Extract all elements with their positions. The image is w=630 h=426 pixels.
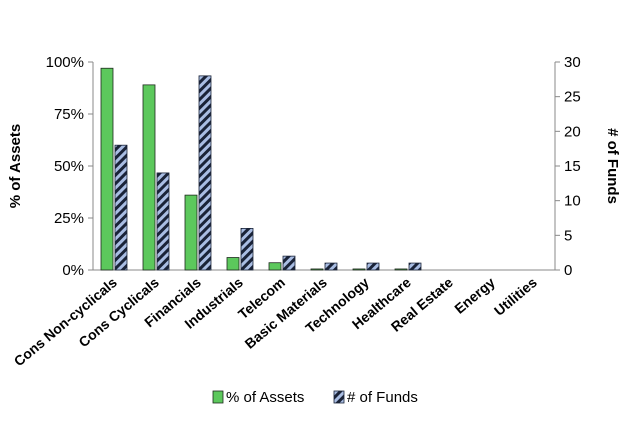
- left-tick-label: 100%: [46, 54, 84, 71]
- right-tick-label: 15: [564, 158, 581, 175]
- right-tick-label: 20: [564, 123, 581, 140]
- bar-funds: [408, 262, 422, 271]
- bar-assets: [100, 67, 114, 271]
- category-label: Energy: [451, 274, 498, 317]
- bar-funds: [366, 262, 380, 271]
- bar-assets: [226, 257, 240, 271]
- bar-assets: [394, 268, 408, 271]
- left-tick-label: 0%: [62, 262, 84, 279]
- right-axis-title: # of Funds: [604, 128, 621, 204]
- right-tick-label: 5: [564, 227, 572, 244]
- legend-label-funds: # of Funds: [347, 389, 418, 406]
- bar-funds: [240, 227, 254, 271]
- category-label: Utilities: [491, 274, 540, 319]
- legend: % of Assets # of Funds: [212, 389, 418, 406]
- bar-assets: [142, 84, 156, 271]
- legend-label-assets: % of Assets: [226, 389, 304, 406]
- legend-swatch-assets: [212, 390, 224, 404]
- legend-swatch-funds: [333, 390, 345, 404]
- bar-funds: [198, 75, 212, 271]
- axes-layer: [88, 61, 560, 271]
- left-tick-label: 25%: [54, 210, 84, 227]
- bar-assets: [268, 262, 282, 271]
- bars-layer: [100, 67, 422, 271]
- bar-funds: [156, 172, 170, 271]
- bar-assets: [352, 268, 366, 271]
- right-tick-label: 25: [564, 89, 581, 106]
- bar-funds: [282, 255, 296, 271]
- left-tick-label: 50%: [54, 158, 84, 175]
- labels-layer: 0% 25% 50% 75% 100% 0 5 10 15 20 25 30 % of Assets # …: [7, 54, 621, 369]
- right-tick-label: 10: [564, 193, 581, 210]
- bar-assets: [184, 194, 198, 271]
- left-axis-title: % of Assets: [7, 124, 24, 208]
- bar-assets: [310, 268, 324, 271]
- left-tick-label: 75%: [54, 106, 84, 123]
- bar-funds: [114, 144, 128, 271]
- right-tick-label: 30: [564, 54, 581, 71]
- right-tick-label: 0: [564, 262, 572, 279]
- bar-funds: [324, 262, 338, 271]
